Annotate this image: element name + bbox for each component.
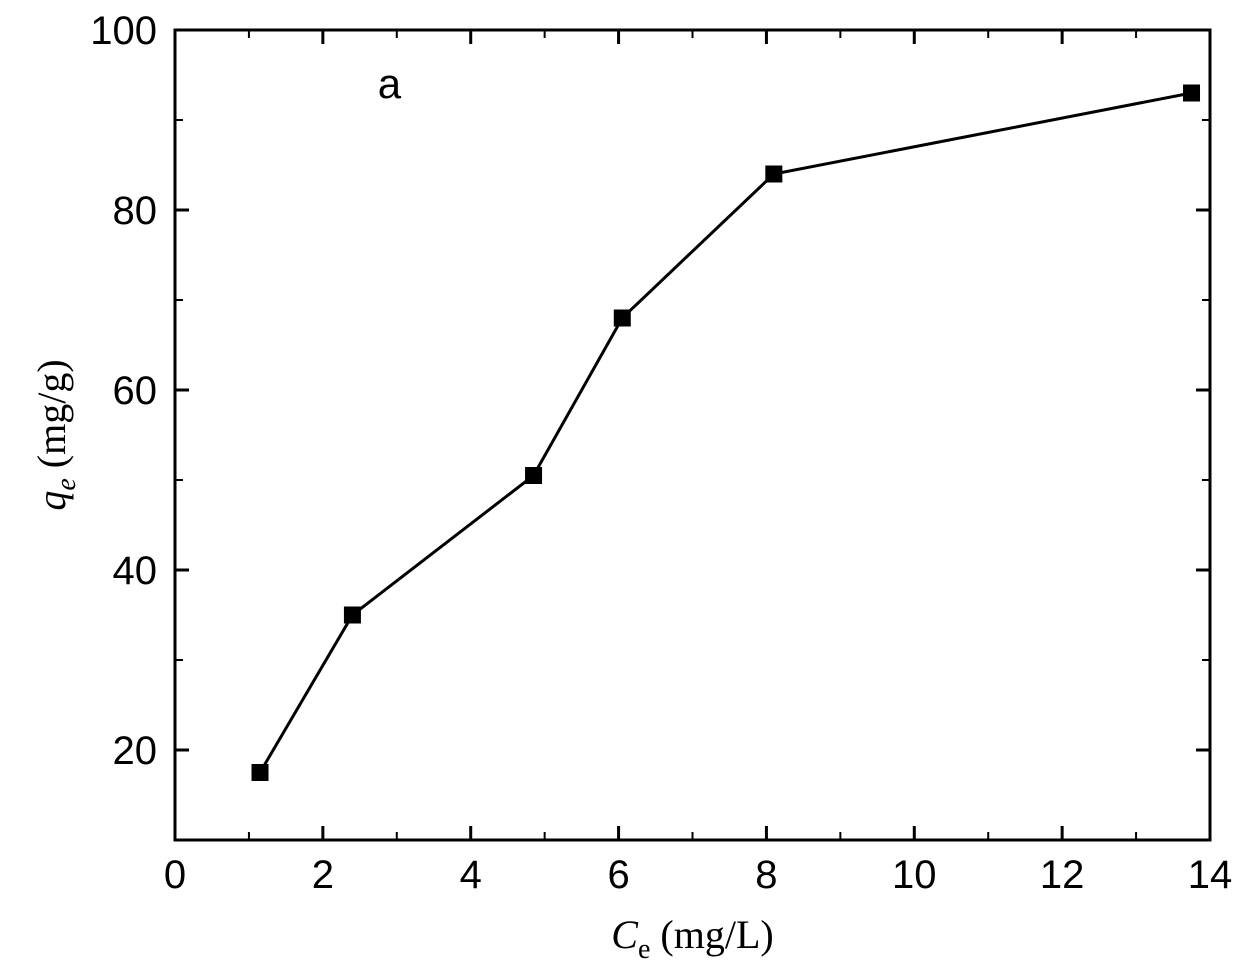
y-tick-label: 20 [113, 729, 158, 773]
x-tick-label: 14 [1188, 853, 1233, 897]
isotherm-chart: 0246810121420406080100Ce (mg/L)qe (mg/g)… [0, 0, 1240, 968]
x-tick-label: 8 [755, 853, 777, 897]
data-marker [1184, 85, 1200, 101]
data-marker [252, 765, 268, 781]
x-tick-label: 10 [892, 853, 937, 897]
x-tick-label: 4 [460, 853, 482, 897]
x-tick-label: 12 [1040, 853, 1085, 897]
y-tick-label: 40 [113, 549, 158, 593]
data-marker [766, 166, 782, 182]
y-tick-label: 80 [113, 189, 158, 233]
x-tick-label: 0 [164, 853, 186, 897]
data-marker [614, 310, 630, 326]
y-tick-label: 100 [90, 9, 157, 53]
x-tick-label: 2 [312, 853, 334, 897]
data-marker [526, 468, 542, 484]
x-tick-label: 6 [607, 853, 629, 897]
y-tick-label: 60 [113, 369, 158, 413]
chart-container: 0246810121420406080100Ce (mg/L)qe (mg/g)… [0, 0, 1240, 968]
data-marker [344, 607, 360, 623]
panel-label: a [378, 60, 402, 107]
